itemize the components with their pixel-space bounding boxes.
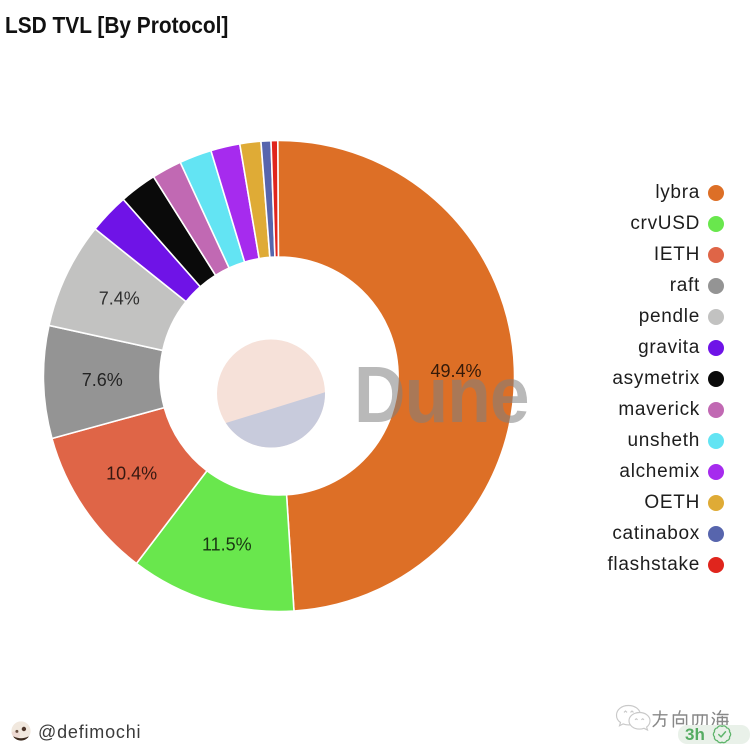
- svg-text:49.4%: 49.4%: [430, 361, 481, 381]
- svg-text:Dune: Dune: [354, 350, 529, 440]
- svg-text:10.4%: 10.4%: [106, 464, 157, 484]
- svg-text:7.4%: 7.4%: [99, 288, 140, 308]
- svg-text:7.6%: 7.6%: [82, 370, 123, 390]
- svg-text:11.5%: 11.5%: [202, 535, 252, 555]
